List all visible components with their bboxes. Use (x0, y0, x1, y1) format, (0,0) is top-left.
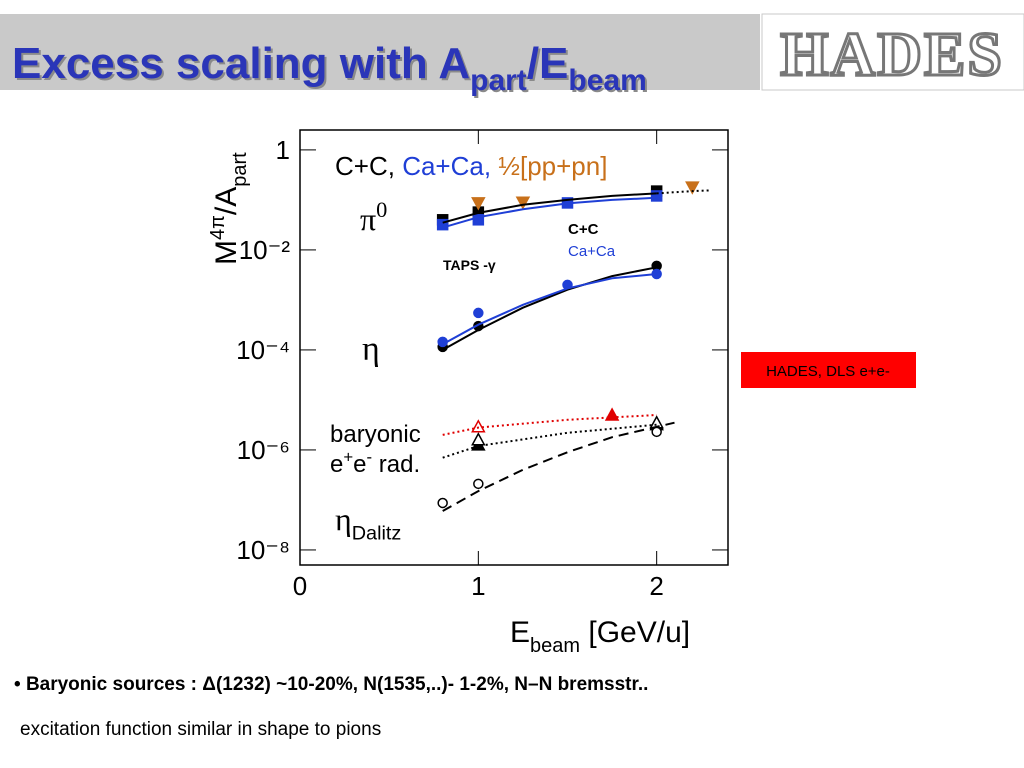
label-box (741, 352, 916, 388)
x-tick-label: 2 (649, 571, 663, 601)
slide-title: Excess scaling with Apart/Ebeam (12, 39, 647, 97)
fit-line (442, 273, 657, 346)
y-tick-label: 10⁻⁶ (237, 435, 290, 465)
annotation-part: baryonic (330, 421, 421, 448)
annotation-part: e (353, 451, 366, 478)
annotation-part: π (360, 201, 376, 237)
fit-line (442, 266, 657, 351)
y-tick-label: 10⁻² (239, 235, 291, 265)
fit-line (656, 189, 711, 195)
x-label-sub: beam (530, 635, 580, 657)
y-label-sub: part (229, 152, 251, 187)
annotation: π0 (360, 197, 387, 237)
data-point (473, 478, 484, 490)
bullet-text: excitation function similar in shape to … (20, 719, 381, 740)
bullet-text: Baryonic sources : Δ(1232) ~10-20%, N(15… (26, 674, 648, 695)
header-bar (0, 14, 760, 90)
annotation-part: e (330, 451, 343, 478)
annotation-part: C+C, (335, 151, 402, 181)
data-point (473, 307, 484, 319)
plot-frame (299, 129, 729, 566)
y-label-part: /A (210, 187, 243, 215)
annotation-part: 0 (376, 197, 387, 222)
x-label-part: [GeV/u] (580, 616, 690, 649)
y-tick-label: 10⁻⁸ (236, 535, 290, 565)
title-sub: part (470, 64, 527, 97)
x-tick-label: 0 (293, 571, 307, 601)
y-tick-label: 1 (276, 135, 290, 165)
y-label-part: M (210, 240, 243, 265)
title-sub: beam (568, 64, 646, 97)
logo-box (761, 13, 1024, 91)
y-tick-label: 10⁻⁴ (236, 335, 290, 365)
annotation-part: C+C (568, 221, 599, 238)
plot: 0 1 2 1 10⁻² 10⁻⁴ 10⁻⁶ 10⁻⁸ Ebeam [GeV/u] M4π/Apa… (207, 130, 728, 657)
annotation-part: - (367, 447, 373, 466)
title-part: /E (527, 39, 569, 88)
title-part: Excess scaling with A (12, 39, 470, 88)
annotation-part: Ca+Ca (568, 243, 616, 260)
data-point (685, 181, 700, 195)
fit-line (442, 421, 675, 512)
data-point (604, 407, 620, 421)
y-axis-label: M4π/Apart (207, 152, 251, 265)
annotation-part: TAPS -γ (443, 257, 496, 273)
annotation: η (362, 331, 380, 368)
data-point (471, 419, 486, 433)
annotation: C+C, Ca+Ca, ½[pp+pn] (335, 151, 607, 181)
fit-line (442, 192, 657, 224)
annotation-part: η (362, 331, 380, 368)
annotation: C+C (568, 221, 599, 238)
annotation-part: η (335, 501, 352, 537)
data-point (437, 497, 448, 509)
data-point (515, 196, 531, 210)
annotation: baryonic (330, 421, 421, 448)
annotation: TAPS -γ (443, 257, 496, 273)
annotation: e+e- rad. (330, 447, 420, 478)
x-axis-label: Ebeam [GeV/u] (510, 616, 690, 657)
x-label-part: E (510, 616, 530, 649)
y-label-sup: 4π (207, 215, 229, 240)
annotation-part: rad. (372, 451, 420, 478)
data-point (650, 190, 663, 202)
data-point (651, 426, 662, 438)
annotation-part: + (343, 447, 353, 466)
x-tick-label: 1 (471, 571, 485, 601)
data-point (471, 197, 486, 211)
bullet: • Baryonic sources : Δ(1232) ~10-20%, N(… (14, 674, 648, 695)
fit-line (442, 196, 657, 229)
annotation: ηDalitz (335, 501, 401, 545)
annotation: Ca+Ca (568, 243, 616, 260)
annotation-part: Ca+Ca, (402, 151, 498, 181)
annotation-part: Dalitz (352, 523, 402, 545)
fit-line (442, 414, 657, 436)
data-point (436, 218, 449, 231)
data-point (472, 214, 485, 226)
annotation-part: ½[pp+pn] (498, 151, 607, 181)
label-box-text: HADES, DLS e+e- (766, 363, 890, 380)
logo: HADES (780, 21, 1004, 89)
data-point (471, 432, 486, 446)
